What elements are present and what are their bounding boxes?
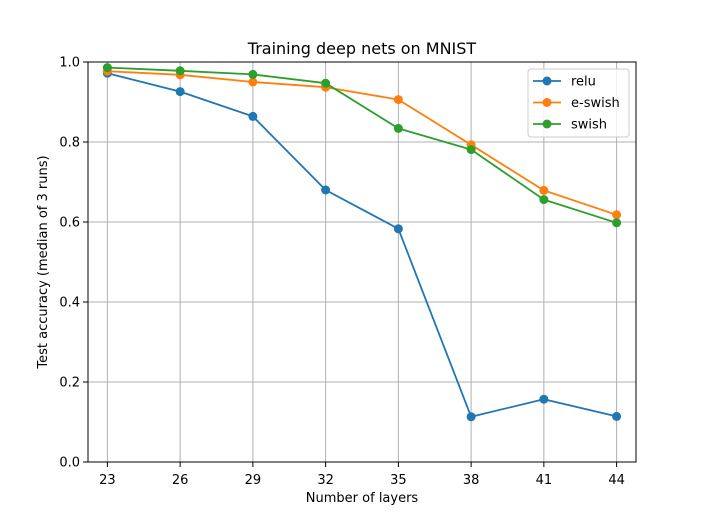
y-tick-label: 0.4 [59, 296, 80, 311]
legend-box [527, 68, 630, 138]
legend-label: relu [571, 75, 596, 90]
legend-items: relu e-swish swish [533, 75, 620, 133]
x-tick-label: 41 [536, 473, 553, 488]
legend: relu e-swish swish [527, 68, 630, 138]
data-point-swish [612, 218, 622, 228]
data-point-swish [175, 66, 185, 76]
data-point-swish [248, 69, 258, 79]
data-point-e-swish [612, 210, 622, 220]
y-axis-label: Test accuracy (median of 3 runs) [36, 155, 51, 369]
y-tick-label: 0.6 [59, 216, 80, 231]
series-swish [102, 63, 622, 228]
data-point-swish [539, 195, 549, 205]
x-axis-label: Number of layers [306, 491, 419, 506]
x-tick-label: 38 [463, 473, 480, 488]
y-tick-label: 1.0 [59, 56, 80, 71]
data-point-swish [393, 123, 403, 133]
data-point-relu [539, 394, 549, 404]
series-line-relu [107, 72, 617, 418]
x-tick-label: 35 [390, 473, 407, 488]
data-point-relu [466, 412, 476, 422]
legend-marker [542, 76, 552, 86]
series-line-swish [107, 66, 617, 224]
data-point-e-swish [393, 95, 403, 105]
data-point-swish [102, 63, 112, 73]
data-point-relu [393, 224, 403, 234]
legend-item-e-swish: e-swish [533, 96, 620, 111]
ticks: 23 26 29 32 35 38 41 44 0.0 0.2 0.4 0.6 0.8 1.0 [59, 56, 625, 489]
plot-frame [87, 61, 637, 463]
data-point-e-swish [539, 185, 549, 195]
series-relu [102, 68, 622, 422]
y-tick-label: 0.0 [59, 456, 80, 471]
data-point-relu [175, 87, 185, 97]
x-tick-label: 26 [172, 473, 189, 488]
x-tick-label: 32 [317, 473, 334, 488]
legend-marker [542, 98, 552, 107]
data-point-e-swish [248, 77, 258, 87]
legend-label: e-swish [571, 96, 620, 111]
x-tick-label: 29 [245, 473, 262, 488]
data-point-relu [321, 185, 331, 195]
series-layer [102, 63, 622, 422]
data-point-relu [248, 111, 258, 121]
y-tick-label: 0.8 [59, 136, 80, 151]
data-point-relu [612, 411, 622, 421]
data-point-swish [466, 145, 476, 155]
legend-marker [542, 119, 552, 129]
legend-item-swish: swish [533, 118, 607, 133]
x-tick-label: 44 [608, 473, 625, 488]
series-line-e-swish [107, 70, 617, 216]
x-tick-label: 23 [99, 473, 116, 488]
legend-label: swish [571, 118, 607, 133]
legend-item-relu: relu [533, 75, 596, 90]
y-tick-label: 0.2 [59, 376, 80, 391]
chart-title: Training deep nets on MNIST [247, 39, 477, 58]
data-point-swish [321, 78, 331, 88]
